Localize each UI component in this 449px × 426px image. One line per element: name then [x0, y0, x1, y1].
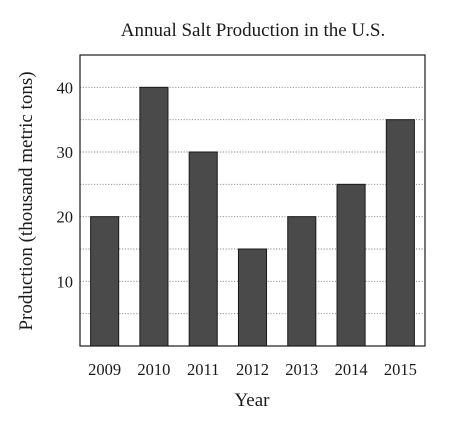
y-tick-label: 30 — [57, 143, 74, 162]
x-tick-label: 2013 — [285, 360, 318, 379]
x-tick-label: 2010 — [137, 360, 170, 379]
y-tick-label: 40 — [57, 78, 74, 97]
x-axis-label: Year — [234, 390, 270, 411]
bar-2009 — [90, 216, 120, 347]
bar-2012 — [237, 248, 268, 347]
bar-2011 — [188, 151, 218, 347]
x-tick-label: 2009 — [88, 360, 121, 379]
plot-frame — [79, 54, 426, 347]
bar-2015 — [385, 119, 415, 347]
x-tick-label: 2015 — [384, 360, 417, 379]
y-tick-label: 10 — [57, 272, 74, 291]
bar-2013 — [287, 216, 317, 347]
bar-2014 — [336, 183, 366, 347]
x-tick-labels: 2009 2010 2011 2012 2013 2014 2015 — [88, 360, 417, 379]
y-tick-labels: 10 20 30 40 — [57, 78, 74, 291]
y-axis-label: Production (thousand metric tons) — [16, 71, 37, 330]
x-tick-label: 2011 — [187, 360, 219, 379]
y-tick-label: 20 — [57, 208, 74, 227]
bars — [90, 86, 415, 347]
x-tick-label: 2012 — [236, 360, 269, 379]
chart-title: Annual Salt Production in the U.S. — [121, 20, 385, 41]
x-tick-label: 2014 — [335, 360, 368, 379]
bar-2010 — [139, 86, 169, 347]
